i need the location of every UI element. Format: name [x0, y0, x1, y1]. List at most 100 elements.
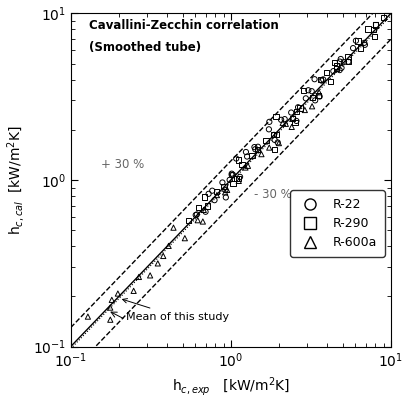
Point: [289, 116, 295, 122]
Point: [202, 208, 209, 215]
Point: [170, 225, 177, 231]
Point: [337, 58, 343, 65]
Point: [147, 272, 153, 279]
X-axis label: h$_{c,exp}$   [kW/m$^2$K]: h$_{c,exp}$ [kW/m$^2$K]: [172, 376, 290, 398]
Point: [196, 204, 202, 211]
Point: [107, 304, 114, 311]
Point: [108, 297, 115, 303]
Point: [283, 120, 289, 127]
Point: [328, 78, 334, 85]
Point: [263, 137, 269, 143]
Point: [229, 172, 235, 178]
Point: [230, 172, 236, 178]
Point: [235, 157, 241, 163]
Point: [341, 59, 347, 65]
Point: [350, 45, 356, 51]
Point: [229, 170, 235, 177]
Point: [303, 95, 309, 101]
Point: [160, 253, 166, 259]
Point: [219, 179, 226, 186]
Text: + 30 %: + 30 %: [101, 158, 144, 171]
Point: [380, 15, 387, 21]
Point: [194, 217, 201, 223]
Point: [204, 203, 211, 209]
Point: [200, 218, 206, 225]
Point: [85, 314, 91, 320]
Point: [318, 77, 325, 84]
Point: [251, 144, 258, 150]
Point: [336, 67, 343, 73]
Point: [317, 76, 324, 83]
Point: [230, 180, 236, 187]
Point: [266, 144, 272, 151]
Text: Cavallini-Zecchin correlation: Cavallini-Zecchin correlation: [89, 19, 279, 32]
Point: [237, 174, 243, 180]
Point: [355, 38, 361, 44]
Point: [371, 26, 377, 32]
Point: [312, 97, 319, 103]
Point: [371, 33, 378, 40]
Point: [346, 59, 352, 65]
Point: [205, 191, 212, 197]
Point: [236, 178, 242, 184]
Point: [182, 235, 188, 242]
Point: [185, 217, 192, 224]
Point: [239, 161, 245, 167]
Point: [297, 105, 303, 111]
Point: [281, 116, 288, 122]
Point: [316, 89, 322, 96]
Point: [249, 152, 255, 159]
Point: [305, 87, 312, 93]
Point: [209, 187, 216, 194]
Point: [136, 274, 142, 280]
Point: [333, 65, 340, 72]
Point: [244, 153, 250, 160]
Point: [255, 143, 261, 150]
Point: [290, 115, 297, 122]
Point: [254, 147, 261, 153]
Point: [301, 87, 307, 94]
Point: [274, 139, 281, 146]
Point: [242, 164, 249, 171]
Point: [337, 56, 344, 62]
Point: [222, 189, 228, 196]
Point: [236, 175, 242, 182]
Point: [115, 290, 121, 297]
Text: (Smoothed tube): (Smoothed tube): [89, 41, 201, 54]
Point: [200, 207, 207, 213]
Point: [320, 76, 326, 83]
Point: [330, 68, 337, 74]
Point: [271, 147, 277, 153]
Point: [271, 132, 277, 138]
Legend: R-22, R-290, R-600a: R-22, R-290, R-600a: [290, 190, 385, 257]
Point: [357, 45, 363, 51]
Point: [193, 211, 200, 218]
Point: [245, 162, 251, 169]
Point: [272, 137, 278, 143]
Point: [345, 53, 351, 60]
Point: [201, 194, 208, 200]
Point: [288, 109, 294, 116]
Point: [258, 151, 265, 158]
Point: [365, 26, 371, 32]
Point: [233, 155, 240, 162]
Point: [372, 22, 379, 28]
Point: [311, 76, 318, 82]
Point: [345, 59, 352, 65]
Point: [309, 103, 315, 109]
Point: [295, 104, 301, 110]
Point: [309, 94, 316, 101]
Point: [293, 108, 300, 115]
Point: [338, 65, 345, 71]
Point: [213, 192, 220, 198]
Point: [362, 42, 368, 48]
Point: [270, 132, 277, 138]
Point: [333, 63, 339, 69]
Point: [317, 93, 323, 100]
Point: [274, 132, 280, 138]
Point: [224, 187, 230, 193]
Y-axis label: h$_{c,cal}$  [kW/m$^2$K]: h$_{c,cal}$ [kW/m$^2$K]: [6, 125, 27, 235]
Point: [315, 93, 321, 99]
Point: [278, 117, 284, 123]
Point: [292, 119, 298, 126]
